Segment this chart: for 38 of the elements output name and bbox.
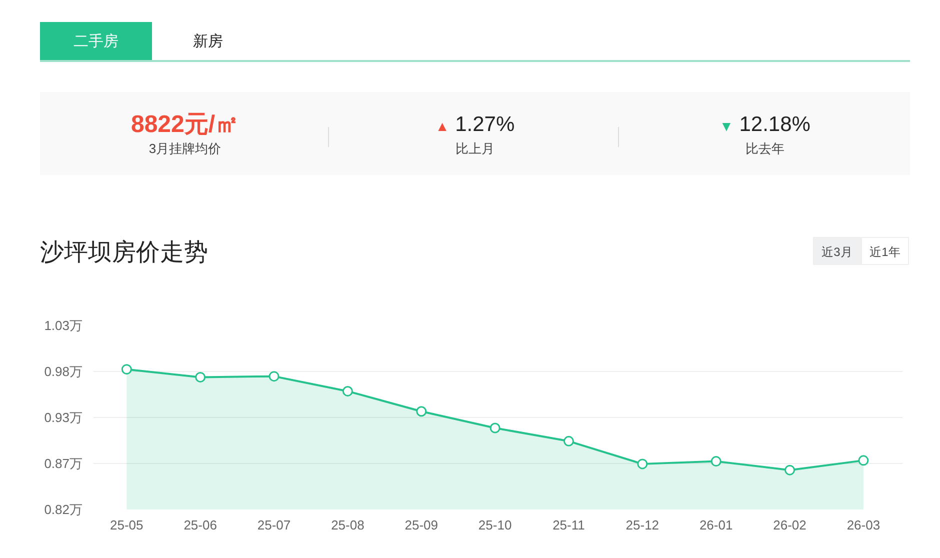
point [710,456,722,467]
point [637,458,648,470]
x-tick-label: 25-08 [331,518,364,532]
y-tick-label: 0.93万 [44,410,83,425]
text: 3月挂牌均价 [148,140,222,158]
x-tick-label: 25-06 [184,518,217,532]
point [195,372,206,382]
x-tick-label: 25-07 [257,518,291,532]
point [563,436,574,446]
y-tick-label: 0.98万 [44,364,83,379]
text: 二手房 [40,22,152,62]
point [342,386,353,396]
text: 新房 [192,32,224,52]
text: 比去年 [744,140,786,158]
y-tick-label: 1.03万 [44,318,83,333]
x-tick-label: 25-09 [404,518,438,532]
point [416,406,427,417]
y-tick-label: 0.82万 [44,502,83,517]
point [784,464,796,476]
x-tick-label: 26-01 [699,518,733,532]
text: ▼ 12.18% [718,112,812,138]
y-tick-label: 0.87万 [44,456,83,471]
x-tick-label: 25-05 [110,518,144,532]
x-tick-label: 25-11 [552,518,585,532]
point [858,455,869,466]
x-tick-label: 25-12 [626,518,660,532]
text: 比上月 [454,140,496,158]
text: ▲ 1.27% [434,112,516,138]
chart-title: 沙坪坝房价走势 [40,238,208,268]
x-tick-label: 25-10 [478,518,512,532]
point [268,371,280,382]
text: 8822元/㎡ [130,110,240,140]
point [490,422,500,434]
text: 近3月 [813,237,861,265]
text: 近1年 [861,237,909,265]
x-tick-label: 26-02 [773,518,806,532]
point [121,364,132,375]
x-tick-label: 26-03 [846,518,880,532]
